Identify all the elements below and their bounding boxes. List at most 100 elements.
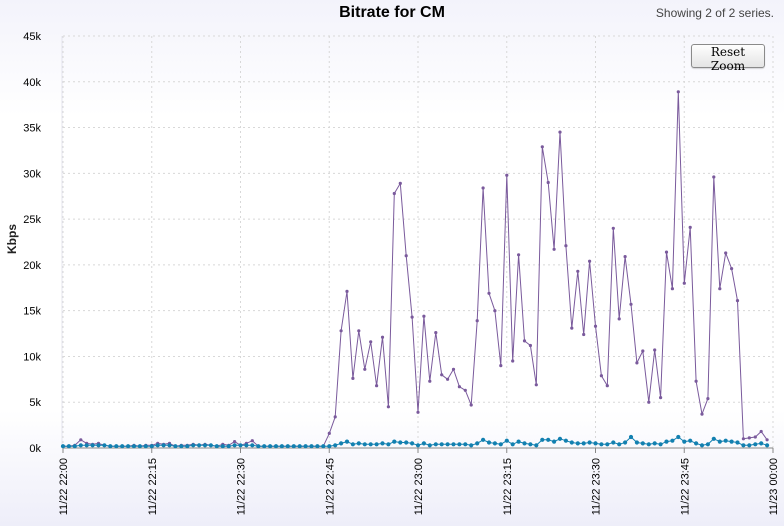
data-point xyxy=(735,299,740,303)
data-point xyxy=(120,444,125,449)
data-point xyxy=(516,439,521,444)
y-tick-label: 5k xyxy=(29,397,41,409)
data-point xyxy=(250,443,255,448)
data-point xyxy=(273,444,279,449)
data-point xyxy=(700,412,704,416)
data-point xyxy=(534,443,539,448)
data-point xyxy=(233,440,237,444)
data-point xyxy=(481,186,485,190)
data-point xyxy=(185,444,190,449)
data-point xyxy=(208,443,213,448)
data-point xyxy=(694,379,698,383)
data-point xyxy=(368,442,373,447)
y-tick-label: 0k xyxy=(29,443,41,455)
data-point xyxy=(747,443,752,448)
data-point xyxy=(493,309,497,313)
data-point xyxy=(345,289,349,293)
data-point xyxy=(191,443,196,448)
data-point xyxy=(356,441,361,446)
data-point xyxy=(599,374,604,378)
data-point xyxy=(339,329,343,333)
data-point xyxy=(759,429,763,434)
data-point xyxy=(724,251,728,255)
data-point xyxy=(540,145,544,149)
x-tick-label: 11/22 22:15 xyxy=(147,458,159,515)
data-point xyxy=(576,269,580,273)
data-point xyxy=(357,329,361,333)
reset-zoom-button[interactable]: Reset Zoom xyxy=(691,44,765,73)
data-point xyxy=(664,250,669,254)
data-point xyxy=(676,434,681,440)
data-point xyxy=(321,444,326,449)
data-point xyxy=(558,130,562,134)
data-point xyxy=(699,443,705,448)
data-point xyxy=(593,324,598,328)
data-point xyxy=(173,444,178,449)
data-point xyxy=(712,175,716,179)
data-point xyxy=(705,442,711,447)
data-point xyxy=(102,443,107,448)
data-point xyxy=(753,442,758,447)
data-point xyxy=(179,444,184,449)
series-count-label: Showing 2 of 2 series. xyxy=(655,6,774,20)
data-point xyxy=(440,373,444,377)
data-point xyxy=(659,396,663,400)
data-point xyxy=(445,442,450,447)
data-point xyxy=(475,319,479,323)
data-point xyxy=(339,441,344,446)
data-point xyxy=(605,384,609,388)
plot-area xyxy=(60,90,770,449)
data-point xyxy=(723,438,728,443)
x-axis: 11/22 22:00 11/22 22:15 11/22 22:30 11/22 2… xyxy=(58,447,780,515)
data-point xyxy=(670,287,675,291)
data-point xyxy=(66,444,71,449)
data-point xyxy=(498,442,503,447)
data-point xyxy=(374,442,379,447)
x-tick-label: 11/22 23:00 xyxy=(413,458,425,515)
data-point xyxy=(505,173,509,177)
data-point xyxy=(79,438,83,442)
data-point xyxy=(428,379,432,383)
data-point xyxy=(84,443,89,448)
data-point xyxy=(333,415,337,419)
data-point xyxy=(652,441,657,446)
data-point xyxy=(386,442,391,447)
data-point xyxy=(670,438,675,443)
x-tick-label: 11/22 23:45 xyxy=(679,458,691,515)
data-point xyxy=(718,287,722,291)
data-point xyxy=(422,314,426,318)
data-point xyxy=(72,444,77,449)
data-point xyxy=(351,376,355,380)
y-tick-label: 25k xyxy=(23,214,41,226)
data-point xyxy=(552,439,557,444)
data-point xyxy=(220,444,225,449)
data-point xyxy=(510,442,515,447)
data-point xyxy=(588,259,592,263)
data-point xyxy=(380,441,385,446)
y-tick-label: 20k xyxy=(23,260,41,272)
data-point xyxy=(587,440,592,445)
data-point xyxy=(534,383,538,387)
data-point xyxy=(363,367,367,371)
data-point xyxy=(410,441,415,446)
data-point xyxy=(486,440,492,445)
data-point xyxy=(528,442,533,447)
data-point xyxy=(611,226,615,230)
data-point xyxy=(446,377,450,381)
data-point xyxy=(167,443,172,448)
y-tick-label: 15k xyxy=(23,306,41,318)
data-point xyxy=(517,253,521,257)
data-point xyxy=(404,440,409,445)
data-point xyxy=(362,442,367,447)
data-point xyxy=(143,444,148,449)
data-point xyxy=(161,443,166,448)
data-point xyxy=(137,444,142,449)
data-point xyxy=(511,359,515,363)
data-point xyxy=(232,443,237,448)
x-tick-label: 11/22 23:30 xyxy=(591,458,603,515)
data-point xyxy=(546,437,551,442)
data-point xyxy=(421,441,426,446)
data-point xyxy=(244,443,249,448)
